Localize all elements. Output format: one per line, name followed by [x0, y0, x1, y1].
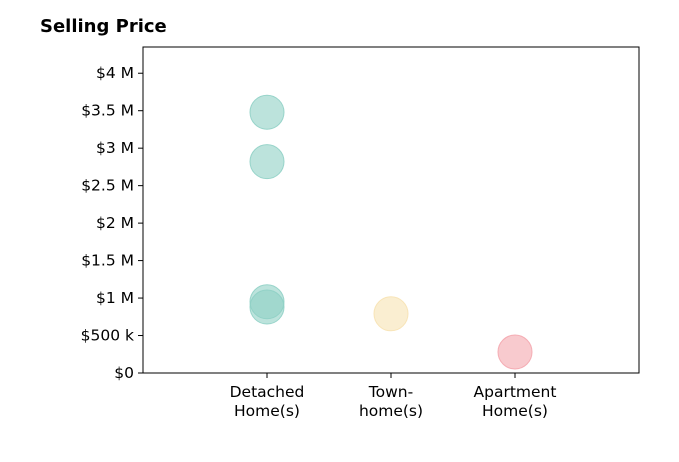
data-points — [249, 94, 533, 370]
x-tick-label-line: home(s) — [359, 402, 423, 420]
x-tick-label: Apartment Home(s) — [474, 383, 557, 420]
x-tick-label-line: Home(s) — [234, 402, 300, 420]
y-tick-label: $3 M — [96, 139, 134, 157]
y-tick-label: $3.5 M — [81, 102, 134, 120]
x-tick-label-line: Home(s) — [482, 402, 548, 420]
chart-title: Selling Price — [40, 16, 167, 37]
y-tick-label: $2.5 M — [81, 177, 134, 195]
x-tick-label: Town-home(s) — [359, 383, 423, 420]
data-point — [497, 334, 533, 370]
y-tick-label: $0 — [114, 364, 134, 382]
data-point — [249, 289, 285, 325]
x-tick-label-line: Detached — [230, 383, 305, 401]
x-tick-label: Detached Home(s) — [230, 383, 305, 420]
y-tick-label: $1.5 M — [81, 252, 134, 270]
x-tick-label-line: Town- — [368, 383, 413, 401]
y-tick-label: $2 M — [96, 214, 134, 232]
data-point — [249, 94, 285, 130]
data-point — [249, 144, 285, 180]
y-tick-label: $4 M — [96, 64, 134, 82]
x-tick-label-line: Apartment — [474, 383, 557, 401]
y-axis: $0 $500 k $1 M $1.5 M $2 M $2.5 M $3 M $3.5 M $4… — [81, 64, 143, 382]
y-tick-label: $500 k — [81, 327, 134, 345]
x-axis: Detached Home(s)Town-home(s)Apartment Home… — [230, 373, 557, 420]
y-tick-label: $1 M — [96, 289, 134, 307]
data-point — [373, 296, 409, 332]
